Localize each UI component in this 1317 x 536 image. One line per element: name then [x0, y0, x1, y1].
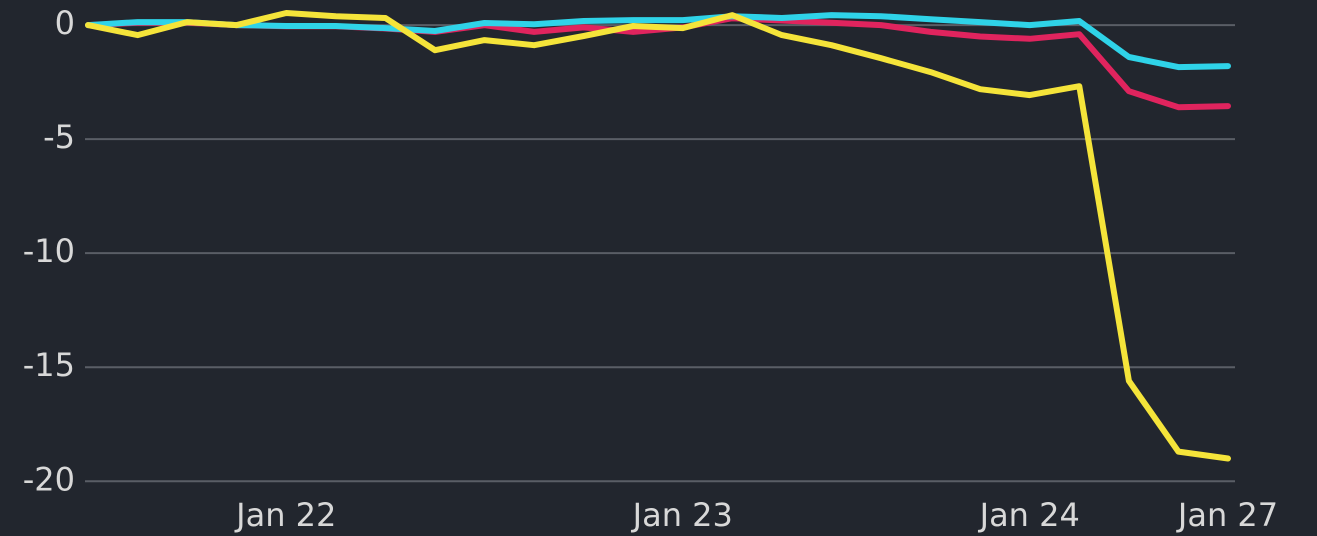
y-tick-label: 0	[55, 4, 75, 42]
y-tick-label: -5	[43, 118, 75, 156]
series-line	[85, 10, 1231, 462]
y-tick-label: -15	[23, 346, 75, 384]
y-tick-label: -20	[23, 460, 75, 498]
x-tick-label: Jan 27	[1176, 496, 1278, 534]
series-line	[85, 15, 1231, 111]
series-line	[85, 12, 1231, 71]
x-tick-label: Jan 24	[978, 496, 1080, 534]
y-tick-label: -10	[23, 232, 75, 270]
x-tick-label: Jan 22	[234, 496, 336, 534]
x-tick-label: Jan 23	[631, 496, 733, 534]
